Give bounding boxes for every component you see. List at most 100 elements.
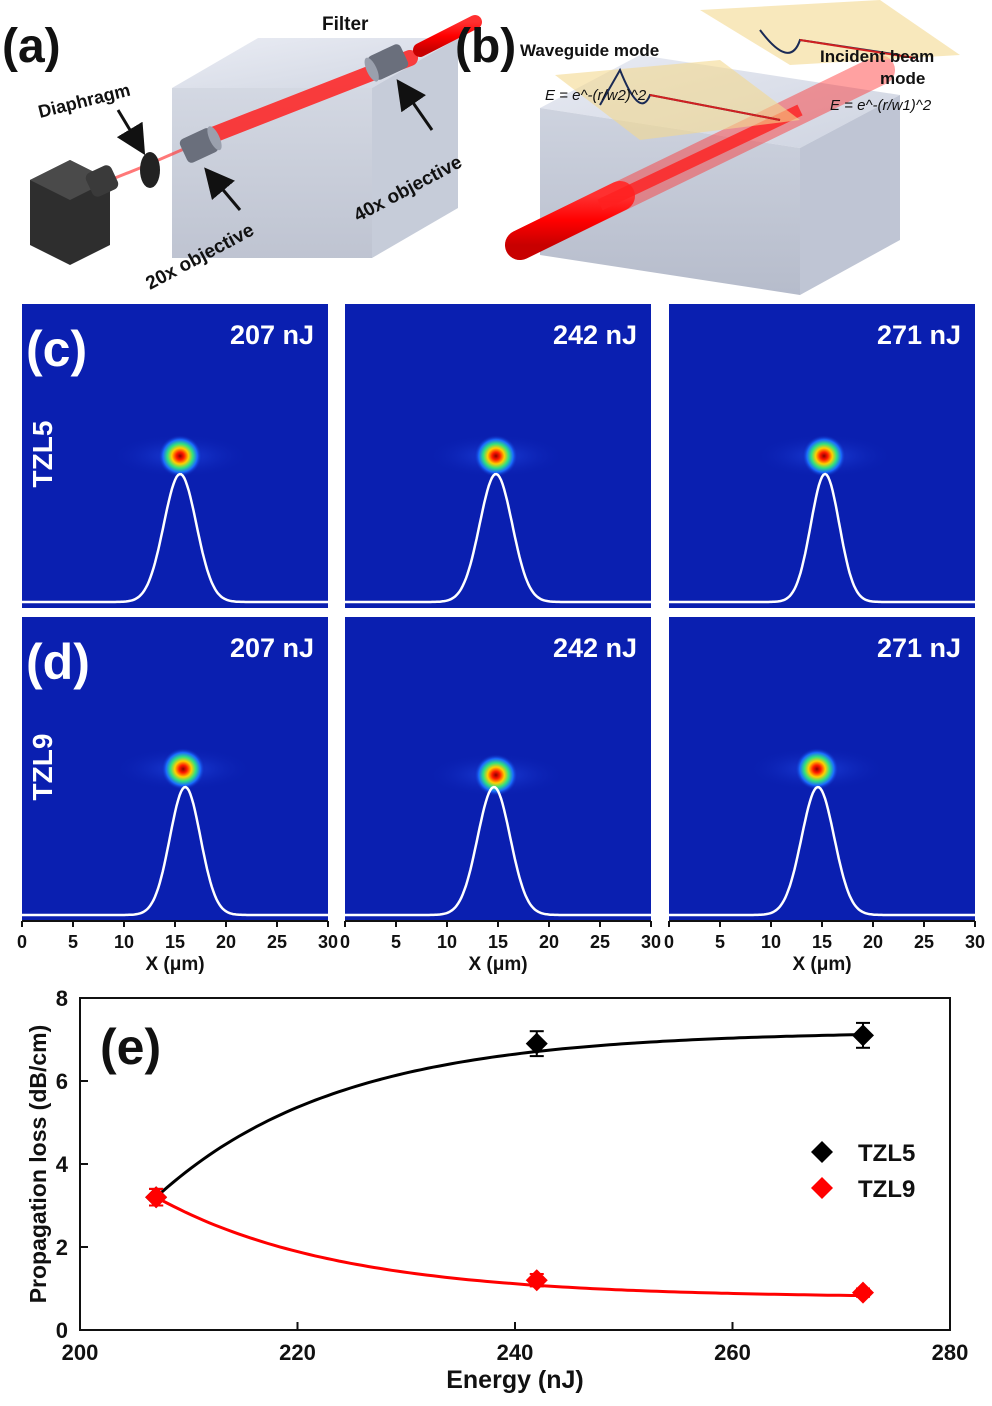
x-tick-label: 10 xyxy=(761,932,781,952)
mode-panel-tzl5-2: 242 nJ xyxy=(345,304,651,608)
x-tick-label: 5 xyxy=(715,932,725,952)
mode-panel-tzl9-1: 207 nJ xyxy=(22,617,328,921)
x-axis-3: 0 5 10 15 20 25 30 X (μm) xyxy=(664,920,985,975)
y-tick-label: 8 xyxy=(56,986,68,1011)
mode-spot xyxy=(161,748,206,790)
x-tick-label: 0 xyxy=(664,932,674,952)
x-tick-label: 25 xyxy=(590,932,610,952)
x-tick-label: 15 xyxy=(812,932,832,952)
pulse-energy-label: 271 nJ xyxy=(877,320,961,350)
waveguide-mode-label: Waveguide mode xyxy=(520,41,659,60)
panel-c-label: (c) xyxy=(26,321,87,377)
mode-spot xyxy=(473,754,518,797)
y-axis-title: Propagation loss (dB/cm) xyxy=(25,1025,51,1304)
y-tick-label: 6 xyxy=(56,1069,68,1094)
sample-block-side xyxy=(800,95,900,295)
mode-panel-tzl9-3: 271 nJ xyxy=(669,617,975,921)
x-tick-label: 15 xyxy=(488,932,508,952)
x-axis-title: X (μm) xyxy=(145,954,204,975)
mode-spot xyxy=(473,435,518,477)
waveguide-equation: E = e^-(r/w2)^2 xyxy=(545,87,647,104)
diaphragm xyxy=(140,152,160,188)
fit-curve xyxy=(155,1033,864,1199)
x-tick-label: 30 xyxy=(965,932,985,952)
intensity-profile-curve xyxy=(345,785,651,917)
x-tick-label: 220 xyxy=(279,1340,316,1365)
x-tick-label: 5 xyxy=(68,932,78,952)
legend-label: TZL9 xyxy=(858,1176,915,1203)
panel-e-label: (e) xyxy=(100,1019,161,1075)
incident-equation: E = e^-(r/w1)^2 xyxy=(830,97,932,114)
y-tick-label: 2 xyxy=(56,1235,68,1260)
panel-b-label: (b) xyxy=(455,20,516,73)
data-point xyxy=(852,1281,874,1304)
objective-40x xyxy=(364,44,409,82)
data-point xyxy=(525,1269,548,1292)
filter-label: Filter xyxy=(322,14,369,35)
diaphragm-label: Diaphragm xyxy=(36,80,132,122)
panel-a-schematic: (a) Filter Diaphragm 20x objective 40x o… xyxy=(2,14,482,294)
mode-spot xyxy=(794,748,839,790)
sample-box-side xyxy=(372,38,458,258)
x-tick-label: 30 xyxy=(318,932,338,952)
x-tick-label: 20 xyxy=(863,932,883,952)
plot-frame xyxy=(79,997,951,1331)
pulse-energy-label: 242 nJ xyxy=(553,633,637,663)
sample-name-tzl5: TZL5 xyxy=(27,421,58,488)
x-axis-2: 0 5 10 15 20 25 30 X (μm) xyxy=(340,920,661,975)
data-point xyxy=(525,1032,548,1055)
legend-marker xyxy=(811,1177,833,1199)
x-axis-title: X (μm) xyxy=(468,954,527,975)
mode-panel-tzl9-2: 242 nJ xyxy=(345,617,651,921)
x-tick-label: 10 xyxy=(437,932,457,952)
x-tick-label: 30 xyxy=(641,932,661,952)
mode-panel-tzl5-3: 271 nJ xyxy=(669,304,975,608)
x-tick-label: 280 xyxy=(932,1340,969,1365)
y-tick-label: 4 xyxy=(56,1152,69,1177)
x-tick-label: 15 xyxy=(165,932,185,952)
pulse-energy-label: 207 nJ xyxy=(230,633,314,663)
incident-beam-label-1: Incident beam xyxy=(820,47,934,66)
x-axis-title: X (μm) xyxy=(792,954,851,975)
panel-a-label: (a) xyxy=(2,20,61,73)
y-tick-label: 0 xyxy=(56,1318,68,1343)
intensity-profile-curve xyxy=(669,472,975,604)
sample-block-front xyxy=(540,108,800,295)
incident-beam-label-2: mode xyxy=(880,69,925,88)
x-tick-label: 0 xyxy=(17,932,27,952)
x-tick-label: 0 xyxy=(340,932,350,952)
x-tick-label: 260 xyxy=(714,1340,751,1365)
data-point xyxy=(145,1186,168,1209)
x-tick-label: 200 xyxy=(62,1340,99,1365)
x-tick-label: 240 xyxy=(497,1340,534,1365)
incident-mode-plane xyxy=(700,0,960,65)
x-tick-label: 25 xyxy=(267,932,287,952)
pulse-energy-label: 207 nJ xyxy=(230,320,314,350)
pulse-energy-label: 271 nJ xyxy=(877,633,961,663)
panel-d-label: (d) xyxy=(26,634,90,690)
fit-curve xyxy=(155,1195,864,1298)
legend-marker xyxy=(811,1141,833,1163)
x-axis-title: Energy (nJ) xyxy=(446,1366,584,1394)
x-tick-label: 25 xyxy=(914,932,934,952)
mode-panel-tzl5-1: 207 nJ xyxy=(22,304,328,608)
intensity-profile-curve xyxy=(22,785,328,917)
panel-b-schematic: (b) Waveguide mode Incident beam mode E … xyxy=(455,0,960,295)
mode-spot xyxy=(158,435,203,477)
data-point xyxy=(852,1024,874,1047)
mode-profile-grid: 207 nJ 242 nJ 271 nJ (c) TZL5 207 nJ 242 nJ 271… xyxy=(17,304,985,975)
x-tick-label: 20 xyxy=(539,932,559,952)
x-tick-label: 10 xyxy=(114,932,134,952)
intensity-profile-curve xyxy=(22,472,328,604)
objective-20x xyxy=(179,126,222,163)
series-tzl5 xyxy=(145,1021,874,1209)
x-tick-label: 5 xyxy=(391,932,401,952)
x-tick-label: 20 xyxy=(216,932,236,952)
propagation-loss-chart: 200 220 240 260 280 0 2 4 6 8 Energy (nJ) Propagati… xyxy=(25,986,968,1394)
legend-label: TZL5 xyxy=(858,1140,915,1167)
pulse-energy-label: 242 nJ xyxy=(553,320,637,350)
sample-name-tzl9: TZL9 xyxy=(27,734,58,801)
x-axis-1: 0 5 10 15 20 25 30 X (μm) xyxy=(17,920,338,975)
intensity-profile-curve xyxy=(345,472,651,604)
